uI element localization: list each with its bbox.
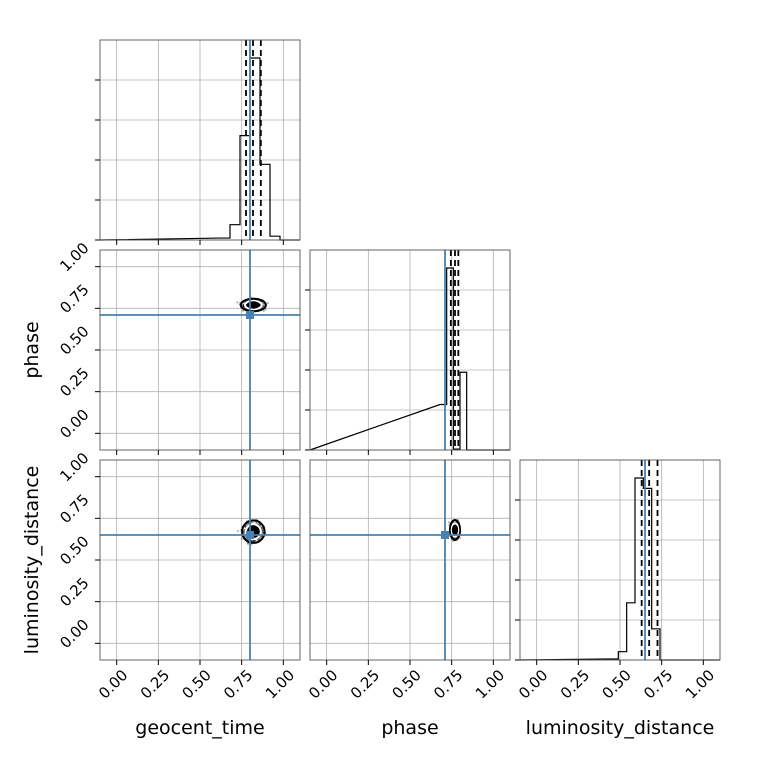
xlabel-phase: phase bbox=[381, 717, 438, 739]
panel-phase-vs-geocent_time: 0.00 0.25 0.50 0.75 1.00 bbox=[56, 239, 301, 455]
xtick-label: 0.50 bbox=[598, 666, 634, 702]
sample-point bbox=[261, 527, 264, 530]
sample-point bbox=[236, 301, 239, 304]
panel-luminosity_distance-vs-luminosity_distance: 0.00 0.25 0.50 0.75 1.00 bbox=[515, 459, 721, 702]
labels-layer: geocent_time phase luminosity_distance p… bbox=[21, 321, 714, 739]
sample-point bbox=[262, 304, 265, 307]
ytick-label: 1.00 bbox=[56, 449, 92, 485]
panel-geocent_time-vs-geocent_time bbox=[95, 39, 301, 245]
ytick-label: 0.50 bbox=[56, 532, 92, 568]
panel-luminosity_distance-vs-phase: 0.00 0.25 0.50 0.75 1.00 bbox=[305, 459, 511, 702]
xtick-label: 0.75 bbox=[430, 666, 466, 702]
xtick-label: 1.00 bbox=[472, 666, 508, 702]
sample-point bbox=[250, 521, 253, 524]
sample-point bbox=[261, 531, 264, 534]
sample-point bbox=[236, 529, 239, 533]
sample-point bbox=[262, 309, 265, 312]
xlabel-luminosity-distance: luminosity_distance bbox=[526, 717, 715, 739]
sample-point bbox=[252, 539, 255, 542]
contour-luminosity_distance_vs_phase-1 bbox=[450, 522, 460, 538]
sample-point bbox=[257, 538, 260, 541]
xtick-label: 1.00 bbox=[262, 666, 298, 702]
contour-phase_vs_geocent_time-1 bbox=[244, 299, 263, 311]
sample-point bbox=[447, 521, 450, 524]
sample-point bbox=[241, 303, 244, 306]
panels-layer: 0.000.250.500.751.000.000.250.500.751.00… bbox=[56, 39, 721, 702]
xtick-label: 0.75 bbox=[640, 666, 676, 702]
xlabel-geocent-time: geocent_time bbox=[135, 717, 264, 739]
sample-point bbox=[242, 530, 246, 533]
ytick-label: 0.50 bbox=[56, 322, 92, 358]
sample-point bbox=[240, 537, 243, 540]
xtick-label: 0.25 bbox=[137, 666, 173, 702]
sample-point bbox=[241, 304, 245, 307]
panel-luminosity_distance-vs-geocent_time: 0.000.250.500.751.000.00 0.25 0.50 0.75 1.00 bbox=[56, 449, 301, 702]
xtick-label: 0.00 bbox=[305, 666, 341, 702]
xtick-label: 0.50 bbox=[388, 666, 424, 702]
xtick-label: 0.25 bbox=[557, 666, 593, 702]
hist-luminosity_distance bbox=[519, 477, 720, 661]
contour-luminosity_distance_vs_geocent_time-1 bbox=[244, 523, 262, 541]
sample-point bbox=[459, 536, 462, 540]
sample-point bbox=[255, 521, 258, 524]
xtick-label: 0.00 bbox=[515, 666, 551, 702]
xtick-label: 1.00 bbox=[682, 666, 718, 702]
panel-phase-vs-phase bbox=[305, 249, 511, 455]
injection-marker-luminosity_distance_vs_geocent_time bbox=[246, 531, 254, 539]
sample-point bbox=[253, 539, 256, 542]
sample-point bbox=[242, 531, 246, 534]
sample-point bbox=[262, 305, 265, 308]
ytick-label: 0.00 bbox=[56, 616, 92, 652]
density-core-luminosity_distance_vs_phase bbox=[453, 526, 457, 534]
sample-point bbox=[266, 302, 269, 305]
density-core-phase_vs_geocent_time bbox=[248, 302, 258, 308]
ytick-label: 0.25 bbox=[56, 574, 92, 610]
ylabel-phase: phase bbox=[21, 321, 43, 378]
contour-luminosity_distance_vs_phase-0 bbox=[449, 519, 461, 541]
sample-point bbox=[264, 308, 267, 311]
ytick-label: 0.25 bbox=[56, 364, 92, 400]
xtick-label: 0.00 bbox=[95, 666, 131, 702]
sample-point bbox=[241, 309, 245, 312]
xtick-label: 0.50 bbox=[178, 666, 214, 702]
ylabel-luminosity-distance: luminosity_distance bbox=[21, 466, 43, 655]
xtick-label: 0.75 bbox=[220, 666, 256, 702]
sample-point bbox=[246, 542, 250, 545]
ytick-label: 0.75 bbox=[56, 491, 92, 527]
injection-marker-luminosity_distance_vs_phase bbox=[441, 531, 449, 539]
ytick-label: 1.00 bbox=[56, 239, 92, 275]
injection-marker-phase_vs_geocent_time bbox=[246, 311, 254, 319]
contour-inner-phase_vs_geocent_time bbox=[246, 301, 260, 309]
ytick-label: 0.00 bbox=[56, 406, 92, 442]
ytick-label: 0.75 bbox=[56, 281, 92, 317]
contour-luminosity_distance_vs_geocent_time-0 bbox=[241, 519, 266, 544]
xtick-label: 0.25 bbox=[347, 666, 383, 702]
sample-point bbox=[242, 305, 245, 308]
sample-point bbox=[244, 525, 247, 528]
